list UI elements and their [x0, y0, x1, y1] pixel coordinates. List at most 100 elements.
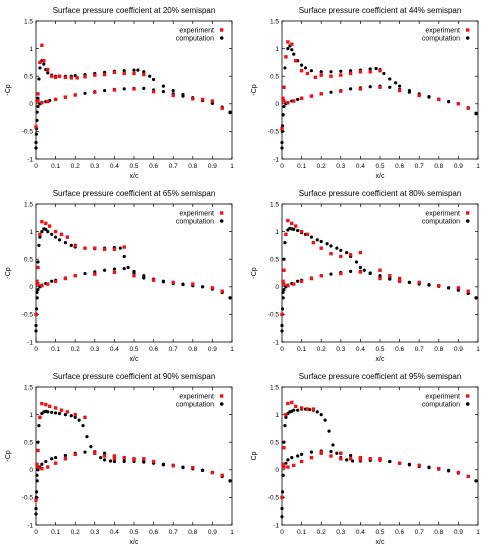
experiment-point — [46, 67, 50, 72]
computation-point — [280, 515, 284, 519]
experiment-point — [73, 93, 77, 97]
computation-point — [358, 265, 362, 270]
y-tick-label: 0 — [29, 101, 33, 108]
experiment-point — [358, 87, 363, 91]
y-tick-label: -0.5 — [22, 312, 34, 319]
x-tick-label: 1 — [476, 346, 480, 353]
y-tick-label: 0.5 — [270, 74, 279, 81]
computation-point — [280, 129, 284, 133]
computation-point — [171, 88, 175, 93]
computation-point — [34, 132, 38, 136]
y-tick-label: -0.5 — [22, 495, 34, 502]
experiment-point — [112, 270, 117, 275]
computation-point — [286, 47, 290, 51]
experiment-point — [456, 470, 461, 475]
y-tick-label: 0.5 — [24, 440, 33, 447]
computation-point — [57, 238, 62, 242]
computation-point — [300, 63, 304, 67]
x-tick-label: 0.5 — [129, 529, 138, 536]
x-tick-label: 0.1 — [51, 346, 60, 353]
computation-point — [292, 52, 296, 56]
computation-point — [40, 230, 44, 234]
chart-svg-44: Surface pressure coefficient at 44% semi… — [251, 6, 480, 180]
experiment-point — [339, 271, 343, 276]
computation-point — [37, 243, 41, 247]
experiment-point — [53, 406, 58, 410]
experiment-point — [339, 254, 343, 259]
chart-svg-20: Surface pressure coefficient at 20% semi… — [5, 6, 234, 180]
computation-point — [36, 287, 40, 292]
chart-panel-65: Surface pressure coefficient at 65% semi… — [0, 183, 246, 366]
computation-point — [181, 94, 185, 98]
experiment-point — [280, 495, 284, 500]
y-tick-label: -1 — [273, 522, 279, 529]
x-tick-label: 0.3 — [90, 163, 99, 170]
experiment-point — [339, 451, 343, 455]
y-tick-label: 1.5 — [270, 384, 279, 391]
legend-marker-computation — [219, 219, 224, 223]
computation-point — [349, 69, 353, 73]
experiment-point — [286, 40, 290, 44]
computation-point — [54, 411, 58, 415]
experiment-point — [339, 73, 343, 77]
y-tick-label: 0 — [275, 284, 279, 291]
x-tick-label: 0.3 — [90, 529, 99, 536]
chart-title: Surface pressure coefficient at 90% semi… — [53, 372, 216, 381]
y-tick-label: 0.5 — [24, 257, 33, 264]
experiment-point — [305, 71, 310, 76]
x-tick-label: 1 — [230, 529, 234, 536]
experiment-point — [309, 94, 314, 98]
experiment-point — [53, 279, 58, 283]
computation-point — [63, 413, 67, 417]
experiment-point — [93, 272, 97, 276]
computation-point — [388, 85, 392, 89]
y-tick-label: 1.5 — [270, 18, 279, 25]
computation-point — [388, 276, 392, 281]
legend-marker-experiment — [466, 394, 470, 398]
experiment-point — [171, 93, 175, 98]
experiment-point — [397, 276, 402, 281]
experiment-point — [456, 102, 461, 106]
experiment-point — [286, 283, 290, 288]
x-tick-label: 1 — [476, 163, 480, 170]
experiment-point — [36, 282, 40, 286]
computation-point — [35, 118, 39, 122]
y-tick-label: 1.5 — [270, 201, 279, 208]
computation-point — [103, 451, 107, 455]
computation-point — [34, 307, 39, 311]
x-tick-label: 1 — [476, 529, 480, 536]
computation-point — [280, 124, 285, 128]
experiment-point — [40, 283, 44, 288]
computation-point — [284, 415, 288, 419]
y-tick-label: -1 — [27, 522, 33, 529]
experiment-point — [35, 462, 39, 466]
legend-label: computation — [422, 218, 460, 225]
computation-point — [335, 246, 339, 250]
computation-point — [329, 90, 333, 94]
experiment-point — [36, 448, 40, 453]
y-tick-label: 0 — [29, 284, 33, 291]
experiment-point — [286, 401, 290, 406]
computation-point — [282, 104, 286, 109]
computation-point — [36, 104, 40, 109]
computation-point — [46, 230, 50, 234]
experiment-point — [286, 100, 290, 105]
experiment-point — [378, 458, 382, 462]
computation-point — [283, 241, 287, 245]
experiment-point — [46, 465, 50, 469]
experiment-point — [34, 498, 38, 502]
computation-point — [37, 77, 41, 81]
computation-point — [300, 452, 304, 456]
computation-point — [132, 68, 136, 72]
computation-point — [282, 257, 286, 261]
computation-point — [181, 282, 185, 287]
computation-point — [329, 272, 333, 276]
chart-panel-90: Surface pressure coefficient at 90% semi… — [0, 366, 246, 549]
x-axis-label: x/c — [376, 173, 385, 180]
computation-point — [280, 323, 284, 328]
experiment-point — [309, 276, 314, 281]
computation-point — [35, 290, 39, 294]
computation-point — [281, 473, 285, 477]
x-tick-label: 0.5 — [375, 346, 384, 353]
experiment-point — [281, 279, 285, 283]
